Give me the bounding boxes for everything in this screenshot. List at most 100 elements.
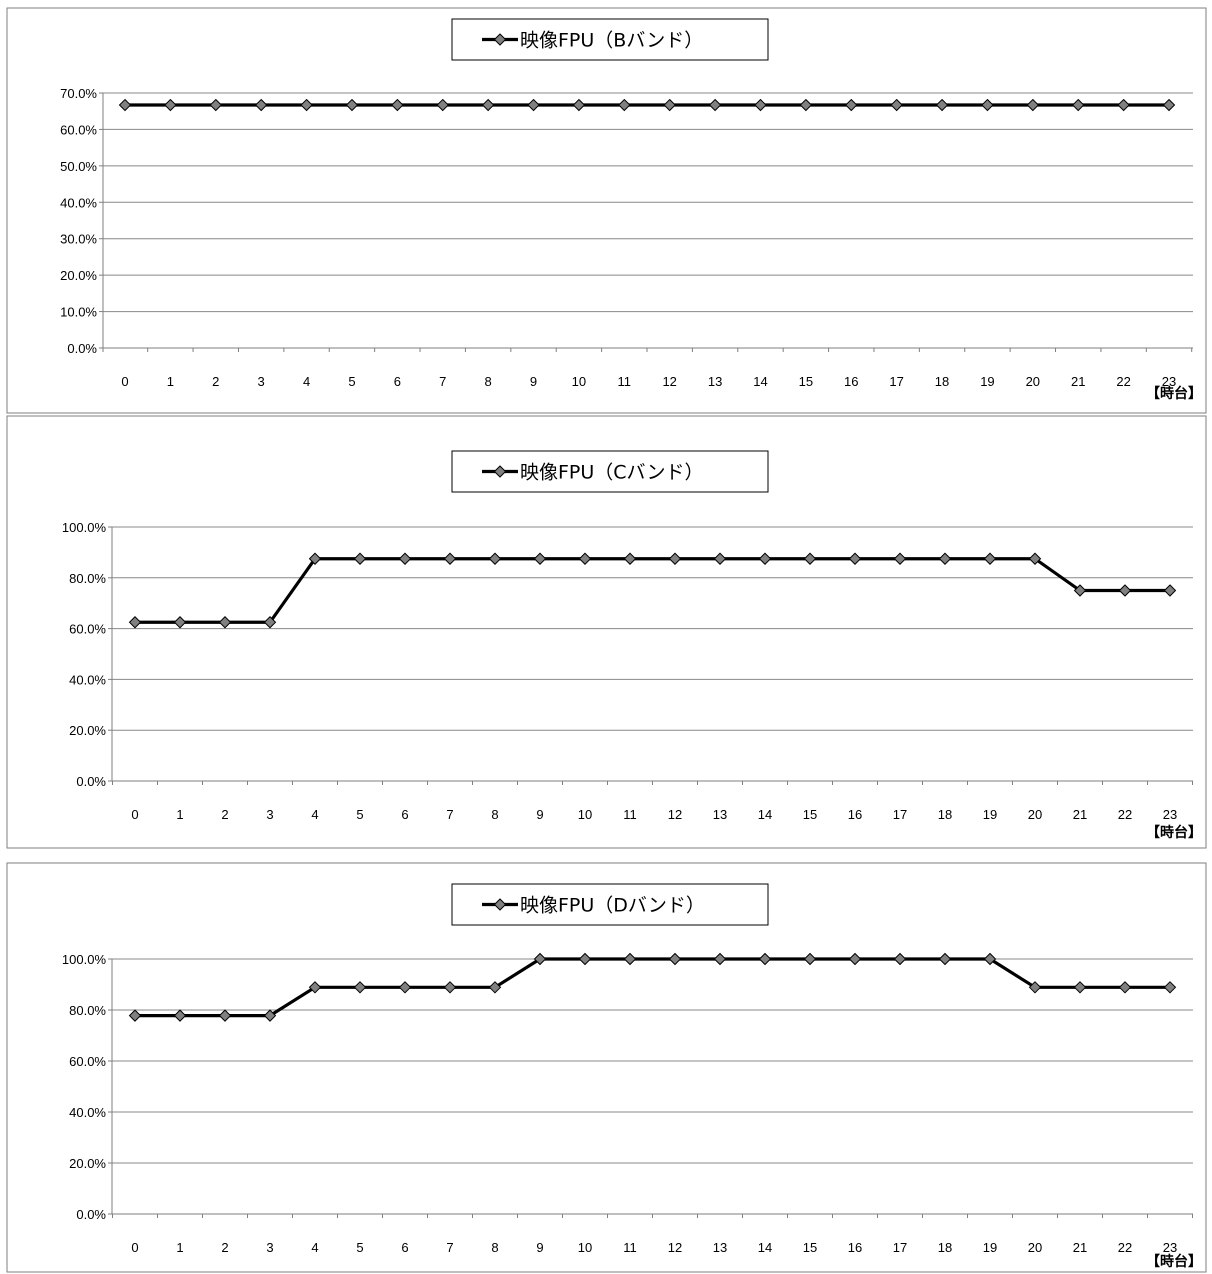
data-point <box>488 552 502 565</box>
y-tick-label: 10.0% <box>60 305 97 320</box>
data-point <box>391 98 404 112</box>
data-point <box>708 98 722 112</box>
data-point <box>803 552 817 565</box>
x-tick-label: 0 <box>131 1240 138 1255</box>
data-point <box>893 552 907 565</box>
x-tick-label: 11 <box>618 374 632 389</box>
data-point <box>263 616 277 629</box>
data-point <box>938 952 952 966</box>
data-point <box>578 952 592 966</box>
x-tick-label: 2 <box>221 1240 228 1255</box>
y-tick-label: 0.0% <box>67 341 97 356</box>
data-point <box>443 981 457 994</box>
data-point <box>218 1009 232 1022</box>
data-point <box>623 952 637 966</box>
x-tick-label: 15 <box>803 807 817 822</box>
data-point <box>754 98 767 112</box>
x-unit-label: 【時台】 <box>1146 1253 1202 1270</box>
legend-marker <box>493 33 507 46</box>
chart-panel-2: 0.0%20.0%40.0%60.0%80.0%100.0%0 1 2 3 4 5 6 7 8 9… <box>6 415 1207 849</box>
data-point <box>983 952 997 966</box>
data-point <box>533 552 547 565</box>
data-point <box>443 552 457 565</box>
data-point <box>572 98 586 112</box>
data-point <box>1073 584 1087 597</box>
x-tick-label: 16 <box>848 807 862 822</box>
y-tick-label: 80.0% <box>69 571 106 586</box>
data-point <box>1163 981 1177 994</box>
x-tick-label: 18 <box>935 374 949 389</box>
data-point <box>209 98 222 112</box>
x-tick-label: 0 <box>121 374 128 389</box>
y-tick-label: 40.0% <box>69 672 106 687</box>
x-tick-label: 11 <box>623 807 637 822</box>
data-point <box>799 98 813 112</box>
y-tick-label: 50.0% <box>60 159 97 174</box>
y-tick-label: 20.0% <box>69 1156 106 1171</box>
y-tick-label: 60.0% <box>60 122 97 137</box>
data-point <box>713 552 727 565</box>
x-tick-label: 20 <box>1028 807 1042 822</box>
x-tick-label: 15 <box>803 1240 817 1255</box>
y-tick-label: 40.0% <box>69 1105 106 1120</box>
data-point <box>1073 981 1087 994</box>
x-unit-label: 【時台】 <box>1146 824 1202 841</box>
x-tick-label: 9 <box>536 1240 543 1255</box>
legend-label: 映像FPU（Bバンド） <box>520 30 703 52</box>
x-tick-label: 20 <box>1028 1240 1042 1255</box>
data-point <box>300 98 313 112</box>
x-tick-label: 23 <box>1163 1240 1177 1255</box>
chart-panel-3: 0.0%20.0%40.0%60.0%80.0%100.0%0 1 2 3 4 5 6 7 8 9… <box>6 862 1207 1273</box>
data-point <box>128 616 142 629</box>
x-tick-label: 12 <box>668 1240 682 1255</box>
x-tick-label: 14 <box>758 1240 772 1255</box>
data-point <box>623 552 637 565</box>
data-point <box>345 98 359 112</box>
data-point <box>254 98 268 112</box>
y-tick-label: 40.0% <box>60 195 97 210</box>
data-point <box>935 98 949 112</box>
x-tick-label: 12 <box>662 374 676 389</box>
x-tick-label: 1 <box>167 374 174 389</box>
x-tick-label: 2 <box>212 374 219 389</box>
x-tick-label: 19 <box>980 374 994 389</box>
data-point <box>983 552 997 565</box>
x-tick-label: 18 <box>938 807 952 822</box>
y-tick-label: 20.0% <box>60 268 97 283</box>
x-tick-label: 17 <box>893 807 907 822</box>
y-tick-label: 80.0% <box>69 1003 106 1018</box>
x-tick-label: 19 <box>983 807 997 822</box>
y-tick-label: 100.0% <box>62 952 107 967</box>
data-point <box>353 981 367 994</box>
data-point <box>1118 584 1132 597</box>
y-tick-label: 0.0% <box>76 774 106 789</box>
data-point <box>981 98 994 112</box>
x-tick-label: 8 <box>491 807 498 822</box>
legend-marker <box>493 465 507 478</box>
data-point <box>893 952 907 966</box>
x-tick-label: 14 <box>758 807 772 822</box>
data-point <box>533 952 547 966</box>
legend-marker <box>493 898 507 911</box>
x-tick-label: 12 <box>668 807 682 822</box>
x-tick-label: 17 <box>889 374 903 389</box>
data-point <box>481 98 495 112</box>
x-tick-label: 4 <box>311 1240 318 1255</box>
x-tick-label: 18 <box>938 1240 952 1255</box>
x-tick-label: 21 <box>1071 374 1085 389</box>
x-tick-label: 4 <box>303 374 310 389</box>
x-tick-label: 17 <box>893 1240 907 1255</box>
data-point <box>263 1009 277 1022</box>
chart-panel-1: 0.0% 10.0% 20.0% 30.0% 40.0% 50.0% 60.0% 70.0% 0… <box>6 7 1207 414</box>
x-tick-label: 23 <box>1162 374 1176 389</box>
x-tick-label: 6 <box>401 1240 408 1255</box>
x-tick-label: 11 <box>623 1240 637 1255</box>
x-tick-label: 3 <box>266 1240 273 1255</box>
y-tick-label: 0.0% <box>76 1207 106 1222</box>
data-point <box>848 952 862 966</box>
data-point <box>1118 981 1132 994</box>
x-tick-label: 20 <box>1026 374 1040 389</box>
x-tick-label: 8 <box>485 374 492 389</box>
data-point <box>218 616 232 629</box>
